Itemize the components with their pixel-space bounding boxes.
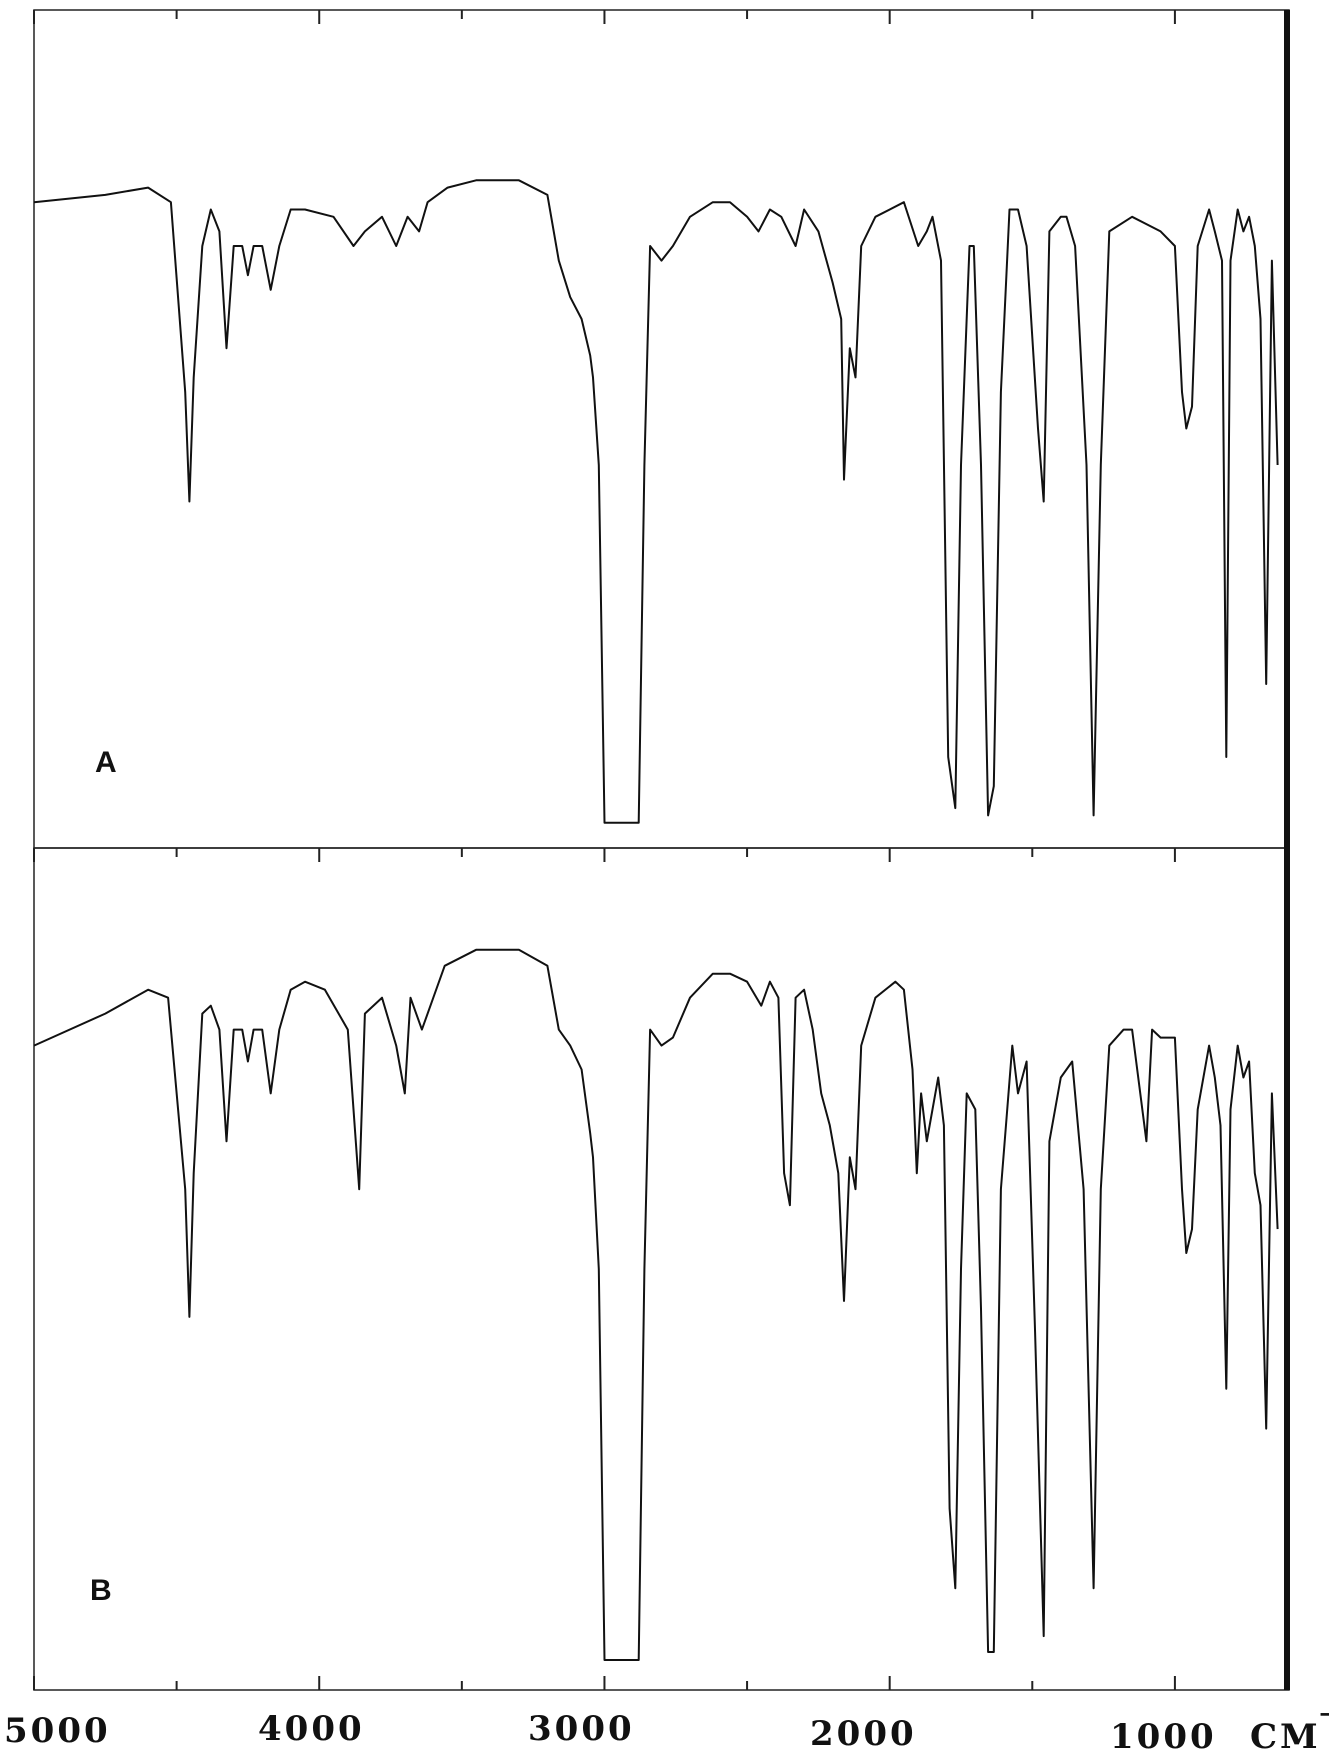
x-tick-label-5000: 5000 — [4, 1711, 111, 1751]
x-tick-label-2000: 2000 — [810, 1714, 917, 1753]
x-tick-label-1000: 1000 — [1110, 1717, 1217, 1753]
x-tick-label-3000: 3000 — [528, 1709, 635, 1749]
panel-a-frame — [33, 9, 1290, 849]
x-unit-label: CM — [1250, 1717, 1321, 1753]
spectrum-trace-b — [33, 948, 1279, 1661]
tick-marks — [33, 10, 1176, 1690]
panel-b-frame — [33, 847, 1290, 1691]
panel-label-b: B — [90, 1574, 112, 1607]
panel-label-a: A — [95, 746, 117, 779]
spectrum-trace-a — [33, 179, 1279, 824]
x-tick-label-4000: 4000 — [258, 1709, 365, 1749]
x-unit-exponent: −1 — [1318, 1699, 1329, 1728]
